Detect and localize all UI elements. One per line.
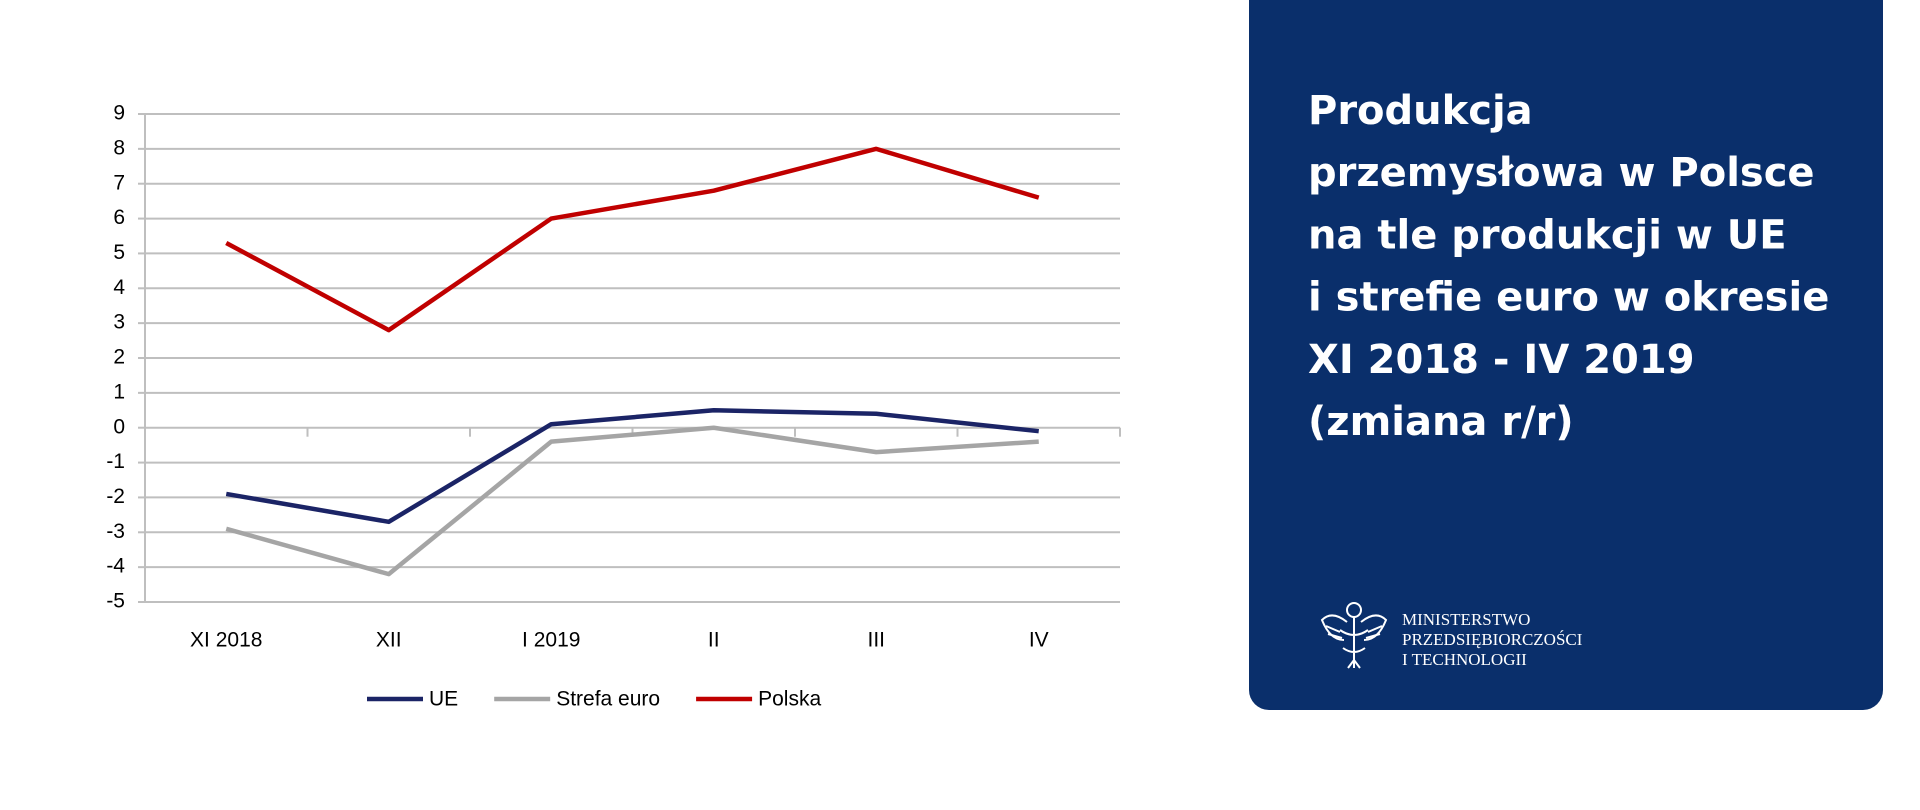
legend-label: Polska [758,688,821,711]
panel-title-line: na tle produkcji w UE [1308,212,1787,258]
x-tick-label: II [708,629,720,652]
y-tick-label: -1 [106,450,125,473]
y-tick-label: -5 [106,590,125,613]
x-tick-label: III [867,629,885,652]
x-tick-label: XI 2018 [190,629,262,652]
series-line [225,425,1039,577]
ministry-name: PRZEDSIĘBIORCZOŚCI [1402,630,1583,649]
y-tick-label: 3 [113,311,125,334]
series-line [225,408,1039,525]
x-tick-label: XII [376,629,402,652]
y-tick-label: -4 [106,555,125,578]
y-tick-label: 0 [113,415,125,438]
x-tick-label: I 2019 [522,629,580,652]
y-tick-label: -2 [106,485,125,508]
panel-title-line: przemysłowa w Polsce [1308,150,1815,196]
y-tick-label: 9 [113,102,125,125]
series-line [225,146,1040,333]
ministry-name: I TECHNOLOGII [1402,650,1527,669]
y-tick-label: 4 [113,276,125,299]
y-tick-label: 8 [113,136,125,159]
y-tick-label: 5 [113,241,125,264]
panel-title-line: i strefie euro w okresie [1308,275,1829,321]
info-panel [1249,0,1883,710]
y-tick-label: 6 [113,206,125,229]
y-tick-label: 7 [113,171,125,194]
y-tick-label: -3 [106,520,125,543]
eagle-emblem [1320,602,1388,669]
panel-title-line: (zmiana r/r) [1308,399,1574,445]
x-tick-label: IV [1029,629,1049,652]
ministry-name: MINISTERSTWO [1402,610,1530,629]
y-tick-label: 1 [113,380,125,403]
y-tick-label: 2 [113,346,125,369]
legend-label: Strefa euro [556,688,660,711]
panel-title-line: XI 2018 - IV 2019 [1308,337,1695,383]
legend-label: UE [429,688,458,711]
panel-title-line: Produkcja [1308,88,1533,134]
